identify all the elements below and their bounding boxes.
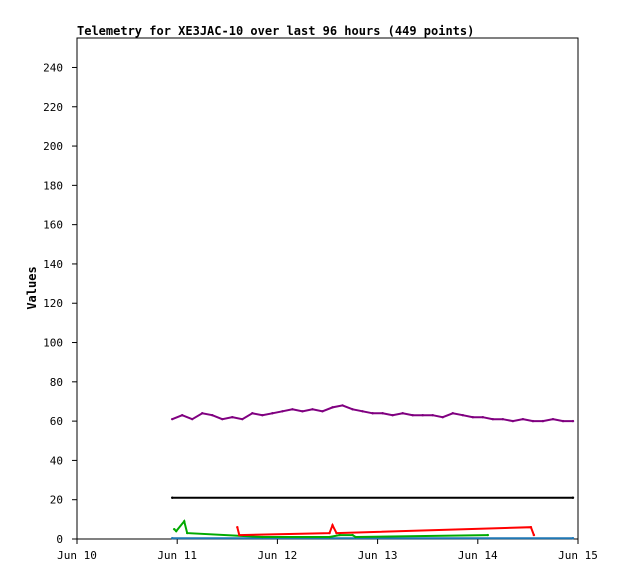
series-3-line [173,519,488,539]
series-4-point [236,526,239,529]
y-tick-label: 120 [43,297,63,310]
series-3-point [351,533,354,537]
series-3-point [183,520,186,523]
series-0-point [241,417,244,421]
y-tick-label: 180 [43,179,63,192]
y-tick-label: 220 [43,101,63,114]
series-0-point [381,412,384,415]
series-3-point [261,535,264,539]
y-axis-label: Values [25,266,39,309]
series-0-point [231,415,234,419]
series-0-point [461,414,464,417]
series-0-point [211,414,214,417]
x-tick-label: Jun 14 [458,549,498,562]
series-0-point [291,408,294,411]
series-1-point [571,496,575,499]
x-tick-label: Jun 13 [358,549,398,562]
series-0-point [181,414,184,417]
series-4-line [236,522,535,537]
series-0-point [221,417,224,421]
series-0-point [411,414,414,417]
series-0-point [441,415,444,419]
chart-title: Telemetry for XE3JAC-10 over last 96 hou… [77,24,474,38]
series-0-point [521,417,525,421]
series-4-point [335,531,338,535]
series-4-point [529,526,533,529]
series-0-point [331,406,334,409]
x-axis: Jun 10 Jun 11 Jun 12 Jun 13 Jun 14 Jun 15 [57,539,598,562]
series-0-point [321,410,324,413]
y-tick-label: 80 [50,376,63,389]
series-0-point [361,410,364,413]
series-0-point [251,412,254,415]
plot-frame [76,37,579,540]
series-3-point [486,533,490,537]
y-tick-label: 0 [56,533,63,546]
series-0-point [371,412,374,415]
x-tick-label: Jun 10 [57,549,97,562]
series-0-point [261,414,264,417]
series-2-point [571,537,575,540]
series-0-point [341,404,344,407]
series-group [170,404,575,540]
y-tick-label: 40 [50,454,63,467]
series-0-point [391,414,394,417]
series-0-point [481,415,485,419]
y-tick-label: 100 [43,337,63,350]
series-0-point [561,419,565,423]
series-4-point [328,531,331,535]
x-tick-label: Jun 11 [157,549,197,562]
y-tick-label: 20 [50,494,63,507]
series-0-point [281,410,284,413]
series-0-point [471,415,474,419]
series-0-point [170,417,174,421]
x-tick-label: Jun 15 [558,549,598,562]
series-0-point [511,419,515,423]
y-tick-label: 60 [50,415,63,428]
series-3-point [354,535,357,539]
series-0-point [491,417,495,421]
series-0-point [301,410,304,413]
series-0-point [401,412,404,415]
series-4-point [331,524,334,527]
series-0-point [271,412,274,415]
series-0-point [571,419,575,423]
series-3-point [186,531,189,535]
series-0-point [551,417,555,421]
y-axis: 0 20 40 60 80 100 120 140 160 180 200 220 240 [43,61,77,546]
y-tick-label: 160 [43,219,63,232]
series-4-point [532,533,536,537]
series-3-point [338,533,341,537]
y-tick-label: 240 [43,61,63,74]
series-3-point [172,527,176,531]
y-tick-label: 200 [43,140,63,153]
series-3-point [174,529,178,533]
series-0-point [421,414,424,417]
y-tick-label: 140 [43,258,63,271]
series-3-point [328,535,331,539]
series-0-point [541,419,545,423]
series-0-point [431,414,434,417]
series-0-point [531,419,535,423]
series-0-point [191,417,194,421]
series-1-point [170,496,174,499]
series-4-point [238,533,241,537]
series-2-point [170,537,174,540]
series-0-point [351,408,354,411]
series-0-point [501,417,505,421]
series-0-point [451,412,454,415]
series-0-point [311,408,314,411]
x-tick-label: Jun 12 [258,549,298,562]
series-0-point [201,412,204,415]
